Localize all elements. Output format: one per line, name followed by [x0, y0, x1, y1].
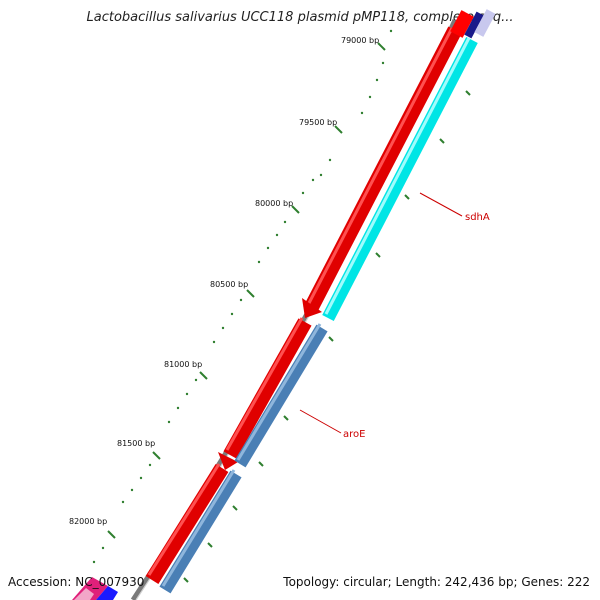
- gene-feature-reverse-lower[interactable]: [159, 470, 242, 594]
- gene-feature-bottom-blue[interactable]: [96, 586, 118, 600]
- ruler-label-81500: 81500 bp: [117, 439, 155, 448]
- topology-summary: Topology: circular; Length: 242,436 bp; …: [283, 575, 590, 589]
- map-title: Lactobacillus salivarius UCC118 plasmid …: [86, 10, 514, 25]
- ruler-label-79000: 79000 bp: [341, 36, 379, 45]
- inner-tick-marks: [183, 90, 471, 583]
- gene-label-sdhA[interactable]: sdhA: [465, 212, 490, 223]
- gene-feature-top-navy[interactable]: [464, 11, 484, 39]
- aroE-leader-line: [299, 409, 342, 434]
- ruler-label-81000: 81000 bp: [164, 360, 202, 369]
- ruler-label-79500: 79500 bp: [299, 118, 337, 127]
- ruler-label-82000: 82000 bp: [69, 517, 107, 526]
- gene-arrowhead-upper: [302, 298, 322, 318]
- gene-feature-bottom-pink: [74, 588, 94, 600]
- sdhA-leader-line: [419, 192, 463, 217]
- gene-feature-top-lavender: [474, 9, 496, 37]
- accession-text: Accession: NC_007930: [8, 575, 145, 589]
- ruler-label-80000: 80000 bp: [255, 199, 293, 208]
- gene-feature-sdhA[interactable]: [322, 37, 478, 321]
- ruler-major-ticks: [107, 42, 386, 539]
- gene-feature-aroE[interactable]: [234, 324, 328, 468]
- gene-arrowhead-middle: [218, 452, 238, 470]
- ruler-dots: [92, 29, 393, 564]
- gene-feature-forward-upper[interactable]: [303, 26, 462, 314]
- gene-feature-forward-middle[interactable]: [223, 318, 312, 459]
- gene-feature-top-red[interactable]: [450, 10, 474, 38]
- gene-feature-forward-lower[interactable]: [145, 464, 229, 584]
- gene-label-aroE[interactable]: aroE: [343, 429, 365, 440]
- ruler-label-80500: 80500 bp: [210, 280, 248, 289]
